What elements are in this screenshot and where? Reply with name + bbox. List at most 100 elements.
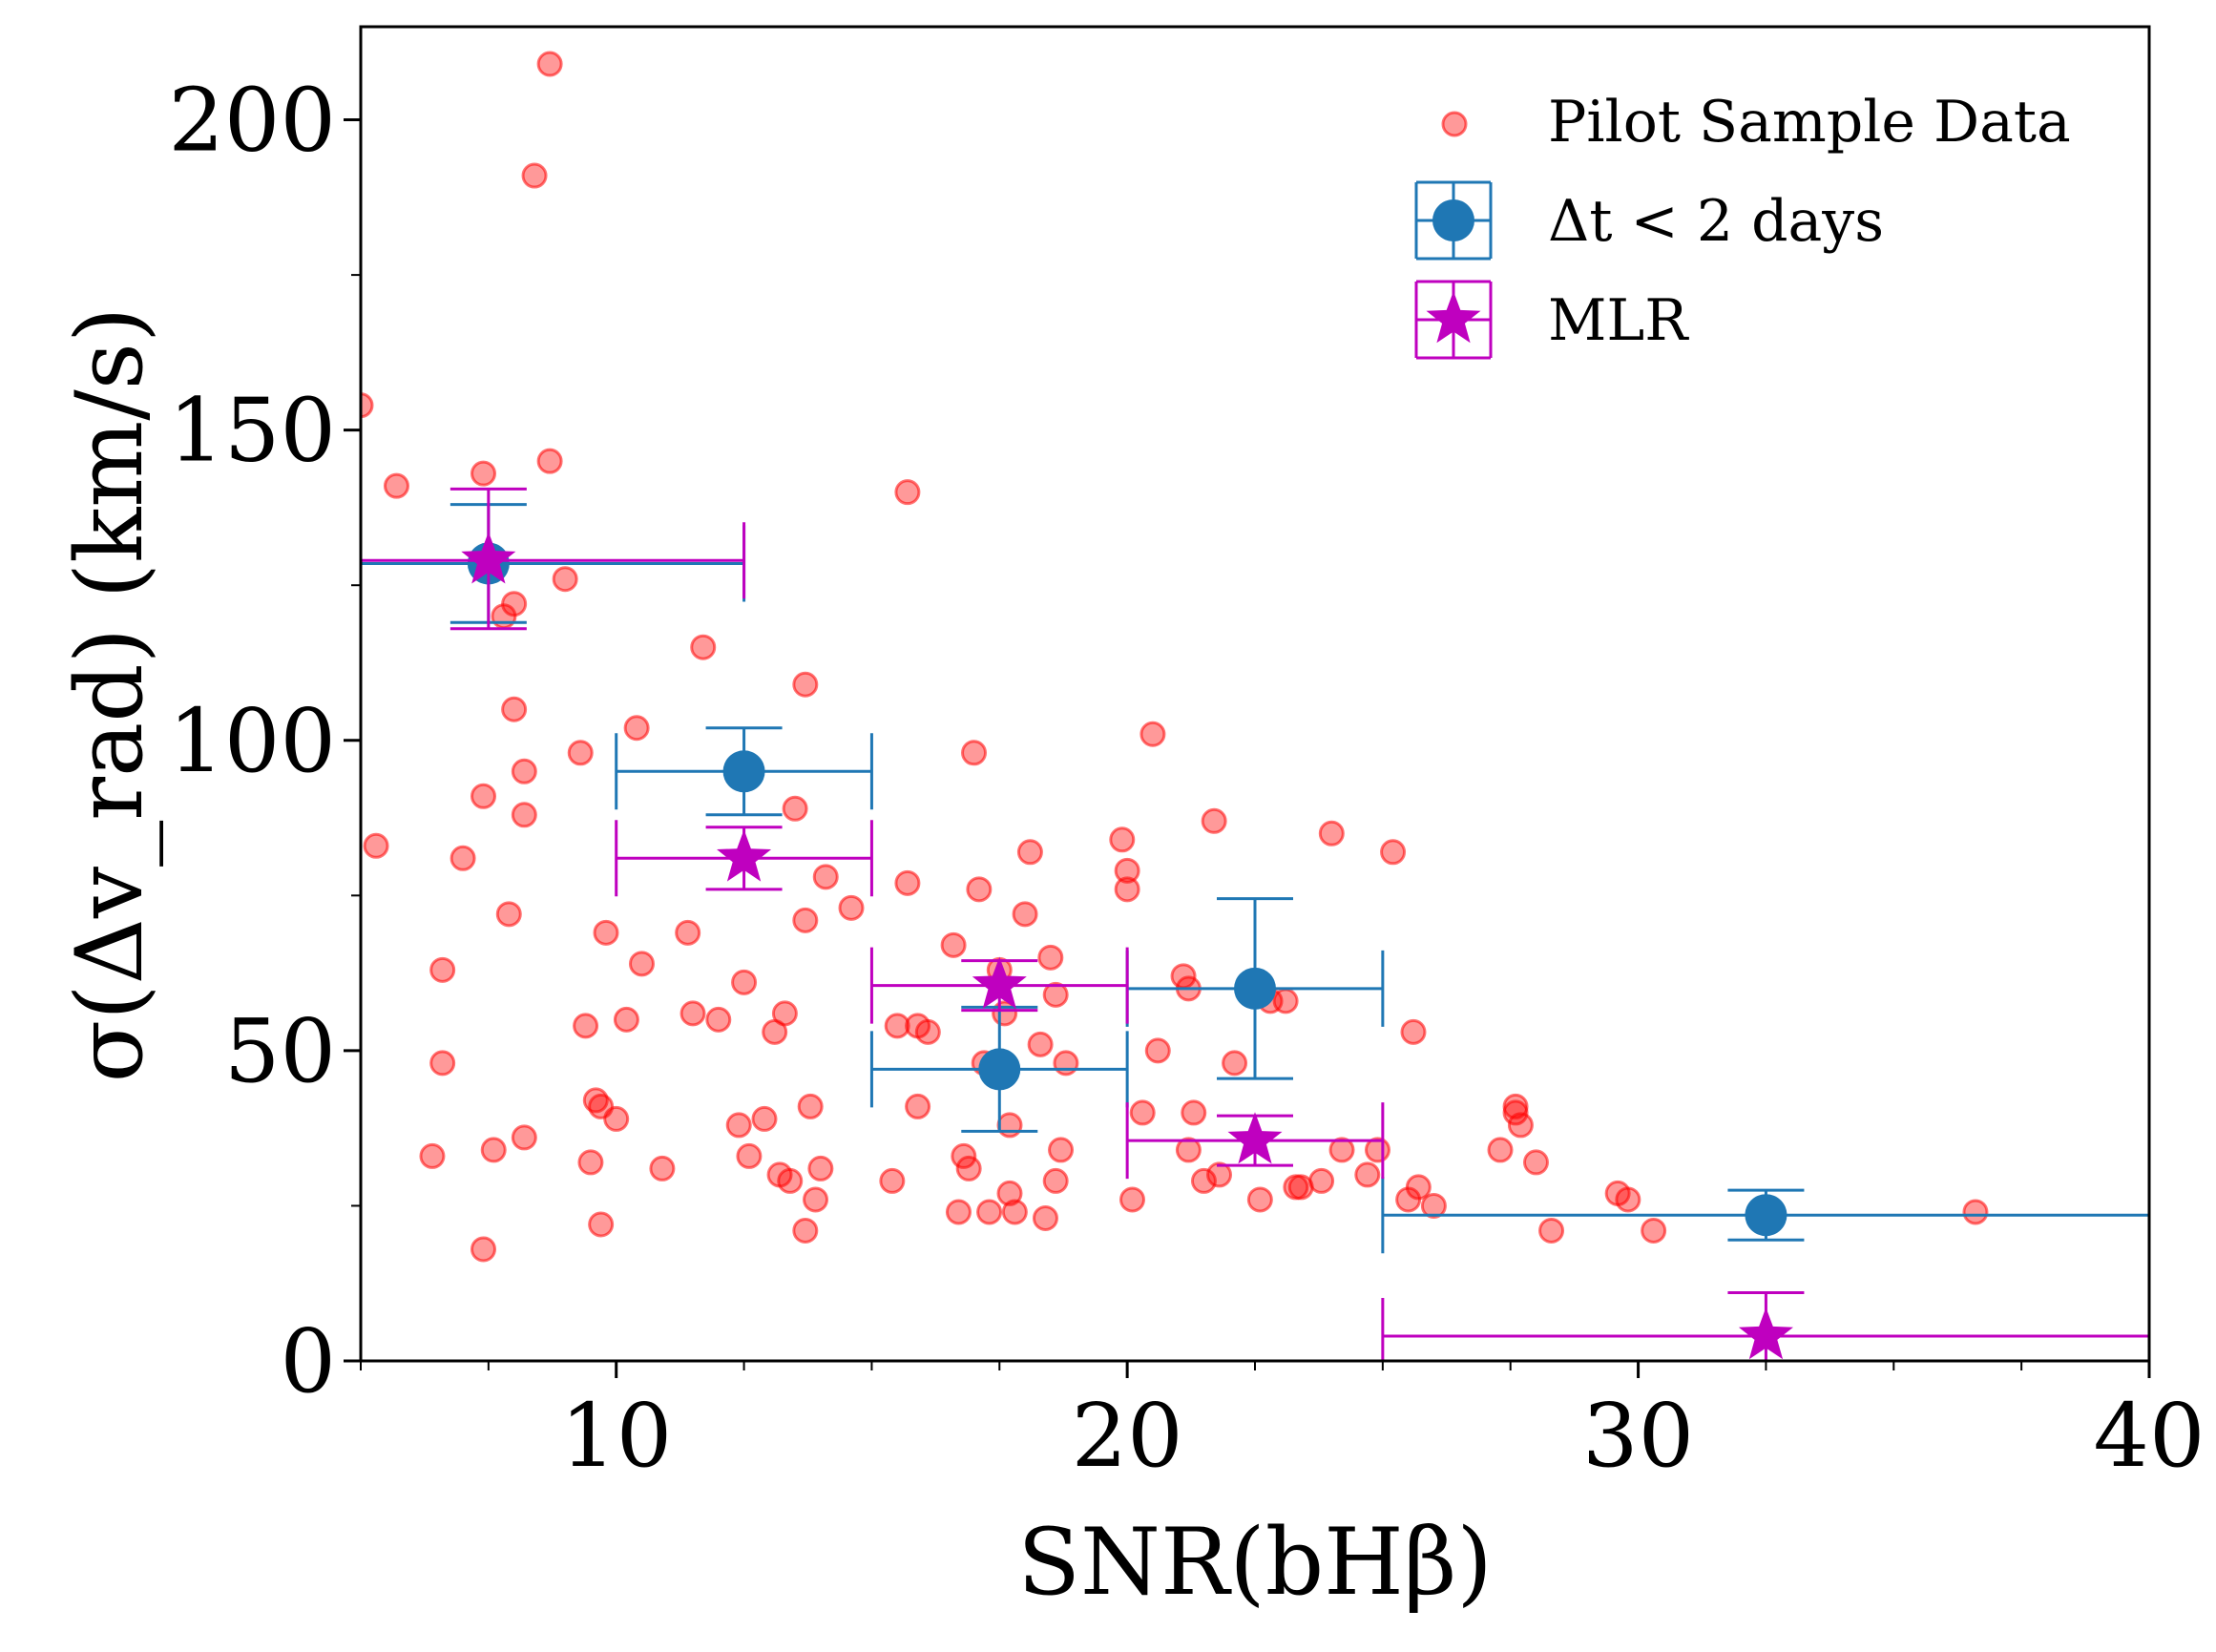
delta-t-point [722,750,765,793]
pilot-point [1962,1199,1989,1225]
pilot-point [1109,826,1136,853]
mlr-point [1227,1112,1283,1164]
pilot-point [1538,1217,1565,1244]
pilot-point [797,1093,824,1119]
y-tick-label: 150 [168,380,336,482]
pilot-point [1042,981,1069,1008]
pilot-point [955,1155,982,1181]
pilot-point [383,472,409,499]
pilot-point [1308,1167,1335,1194]
pilot-point [361,392,374,419]
delta-t-point [978,1048,1021,1091]
pilot-point [725,1112,752,1139]
pilot-point [1016,839,1043,866]
pilot-point [1222,1050,1248,1077]
pilot-point [623,715,650,742]
pilot-point [603,1105,630,1132]
pilot-point [1206,1161,1233,1188]
legend-pilot-marker [1441,111,1468,137]
pilot-point [649,1155,676,1181]
pilot-point [675,919,701,946]
pilot-point [905,1093,931,1119]
delta-t-series [361,503,2149,1254]
pilot-point [705,1006,732,1033]
pilot-point [1139,721,1166,747]
pilot-point [1175,1137,1202,1163]
pilot-point [613,1006,639,1033]
pilot-point [1487,1137,1514,1163]
pilot-point [1181,1099,1207,1126]
pilot-point [1380,839,1407,866]
pilot-point [429,1050,456,1077]
pilot-point [470,460,497,487]
pilot-point [567,740,594,766]
pilot-point [961,740,988,766]
pilot-point [1144,1037,1171,1064]
delta-t-point [1745,1194,1787,1237]
pilot-point [1012,901,1038,928]
y-axis-label: σ(Δv_rad) (km/s) [56,307,163,1083]
pilot-point [1522,1149,1549,1176]
pilot-point [976,1199,1003,1225]
pilot-point [1129,1099,1156,1126]
pilot-point [1037,944,1064,971]
legend-item-pilot: Pilot Sample Data [1441,89,2071,156]
pilot-point [736,1142,763,1169]
pilot-point [449,845,476,871]
pilot-point [914,1018,941,1045]
y-tick-label: 100 [168,690,336,792]
pilot-point [1502,1093,1529,1119]
pilot-point [1053,1050,1079,1077]
pilot-point [628,951,655,977]
pilot-point [1318,820,1345,847]
pilot-point [1246,1186,1273,1213]
pilot-point [1048,1137,1075,1163]
pilot-point [679,1000,706,1027]
pilot-point [807,1155,834,1181]
pilot-point [588,1211,615,1238]
pilot-point [1400,1018,1427,1045]
x-tick-label: 10 [560,1385,672,1487]
pilot-sample-series [361,51,1989,1263]
pilot-point [1001,1199,1028,1225]
pilot-point [1420,1192,1447,1219]
pilot-point [1507,1112,1534,1139]
legend-item-delta-t: Δt < 2 days [1414,180,1884,261]
x-tick-label: 30 [1582,1385,1694,1487]
pilot-point [945,1199,972,1225]
pilot-point [731,969,758,995]
pilot-point [511,1124,537,1151]
legend-mlr-marker [1426,291,1481,344]
x-tick-label: 40 [2093,1385,2205,1487]
pilot-point [536,448,563,474]
pilot-point [777,1167,804,1194]
mlr-point [461,532,516,584]
pilot-point [1641,1217,1667,1244]
pilot-point [1118,1186,1145,1213]
pilot-point [1032,1204,1058,1231]
pilot-point [996,1180,1023,1206]
pilot-point [536,51,563,77]
pilot-point [782,795,808,822]
legend-item-mlr: MLR [1414,280,1689,360]
pilot-point [1114,857,1140,884]
pilot-point [495,901,522,928]
legend-dt-marker [1432,199,1474,241]
pilot-point [501,696,528,722]
mlr-point [717,829,772,882]
x-tick-label: 20 [1072,1385,1183,1487]
pilot-point [792,671,819,698]
pilot-point [1114,876,1140,903]
y-tick-label: 0 [280,1310,336,1412]
pilot-point [1272,988,1299,1014]
pilot-point [812,864,839,890]
mlr-series [361,487,2149,1361]
pilot-point [751,1105,778,1132]
pilot-point [511,758,537,784]
y-tick-label: 50 [224,1000,336,1102]
pilot-point [884,1013,910,1039]
legend-dt-label: Δt < 2 days [1548,188,1884,255]
pilot-point [803,1186,829,1213]
pilot-point [470,783,497,809]
pilot-point [966,876,993,903]
